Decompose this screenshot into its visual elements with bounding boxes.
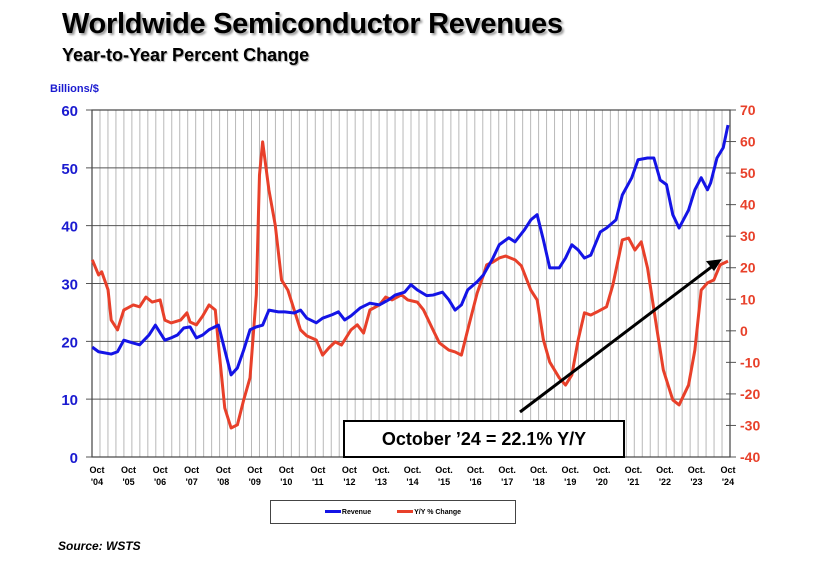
left-axis-tick-label: 0: [70, 450, 78, 467]
x-axis-tick-label: '22: [659, 477, 671, 487]
x-axis-tick-label: '18: [533, 477, 545, 487]
x-axis-tick-label: '19: [564, 477, 576, 487]
x-axis-tick-label: '17: [501, 477, 513, 487]
source-note: Source: WSTS: [58, 539, 141, 553]
x-axis-tick-label: Oct.: [467, 465, 485, 475]
x-axis-tick-label: '21: [627, 477, 639, 487]
legend-swatch-yoy: [397, 510, 414, 514]
legend-swatch-revenue: [324, 510, 341, 514]
x-axis-tick-label: '14: [406, 477, 418, 487]
x-axis-tick-label: Oct.: [656, 465, 674, 475]
right-axis-tick-label: 30: [740, 228, 756, 244]
right-axis-tick-label: -40: [740, 449, 760, 465]
chart-title: Worldwide Semiconductor Revenues: [62, 8, 563, 40]
left-axis-label: Billions/$: [50, 83, 99, 95]
right-axis-tick-label: 60: [740, 134, 756, 150]
x-axis-tick-label: Oct: [279, 465, 294, 475]
annotation-arrow-line: [519, 263, 715, 414]
left-axis-tick-label: 50: [61, 161, 78, 178]
left-axis-tick-label: 40: [61, 219, 78, 236]
x-axis-tick-label: '24: [722, 477, 734, 487]
x-axis-tick-label: Oct: [216, 465, 231, 475]
x-axis-tick-label: Oct: [247, 465, 262, 475]
x-axis-tick-label: Oct.: [498, 465, 516, 475]
x-axis-tick-label: '11: [312, 477, 324, 487]
x-axis-tick-label: Oct: [184, 465, 199, 475]
legend-item-yoy: Y/Y % Change: [397, 509, 461, 516]
x-axis-tick-label: Oct: [121, 465, 136, 475]
x-axis-tick-label: '10: [280, 477, 292, 487]
x-axis-tick-label: Oct.: [625, 465, 643, 475]
annotation-text: October ’24 = 22.1% Y/Y: [381, 428, 587, 449]
x-axis-tick-label: Oct: [720, 465, 735, 475]
x-axis-tick-label: Oct.: [530, 465, 548, 475]
x-axis-tick-label: Oct.: [435, 465, 453, 475]
right-axis-tick-label: 20: [740, 260, 756, 276]
legend-label-yoy: Y/Y % Change: [414, 508, 462, 516]
chart-subtitle: Year-to-Year Percent Change: [62, 45, 310, 65]
x-axis-tick-label: Oct.: [372, 465, 390, 475]
x-axis-tick-label: Oct.: [688, 465, 706, 475]
left-axis-tick-label: 30: [61, 277, 78, 294]
x-axis-tick-label: '07: [186, 477, 198, 487]
right-axis-tick-label: 10: [740, 291, 756, 307]
x-axis-tick-label: Oct: [342, 465, 357, 475]
right-axis-tick-label: 40: [740, 197, 756, 213]
x-axis-tick-label: '12: [343, 477, 355, 487]
legend-label-revenue: Revenue: [341, 508, 372, 516]
right-axis-tick-label: 0: [740, 323, 748, 339]
x-axis-tick-label: '16: [470, 477, 482, 487]
x-axis-tick-label: Oct: [310, 465, 325, 475]
right-axis-tick-label: 50: [740, 165, 756, 181]
x-axis-tick-label: '06: [154, 477, 166, 487]
legend-item-revenue: Revenue: [324, 508, 372, 516]
series-line-revenue: [91, 124, 730, 377]
x-axis-tick-label: Oct: [89, 465, 104, 475]
right-axis-tick-label: -10: [740, 354, 760, 370]
annotation-box: October ’24 = 22.1% Y/Y: [343, 420, 625, 458]
x-axis-tick-label: '08: [217, 477, 229, 487]
left-axis-tick-label: 20: [61, 334, 78, 351]
right-axis-tick-label: 70: [740, 102, 756, 118]
x-axis-tick-label: Oct.: [593, 465, 611, 475]
annotation-arrowhead: [706, 259, 722, 272]
right-axis-tick-label: -30: [740, 417, 760, 433]
x-axis-tick-label: '04: [91, 477, 103, 487]
x-axis-tick-label: '20: [596, 477, 608, 487]
x-axis-tick-label: '23: [690, 477, 702, 487]
x-axis-tick-label: Oct.: [404, 465, 422, 475]
x-axis-tick-label: '05: [122, 477, 134, 487]
x-axis-tick-label: '13: [375, 477, 387, 487]
left-axis-tick-label: 60: [61, 103, 78, 120]
left-axis-tick-label: 10: [61, 392, 78, 409]
x-axis-tick-label: '09: [249, 477, 261, 487]
x-axis-tick-label: Oct: [153, 465, 168, 475]
x-axis-tick-label: '15: [438, 477, 450, 487]
legend: Revenue Y/Y % Change: [270, 500, 516, 524]
right-axis-tick-label: -20: [740, 386, 760, 402]
x-axis-tick-label: Oct.: [561, 465, 579, 475]
